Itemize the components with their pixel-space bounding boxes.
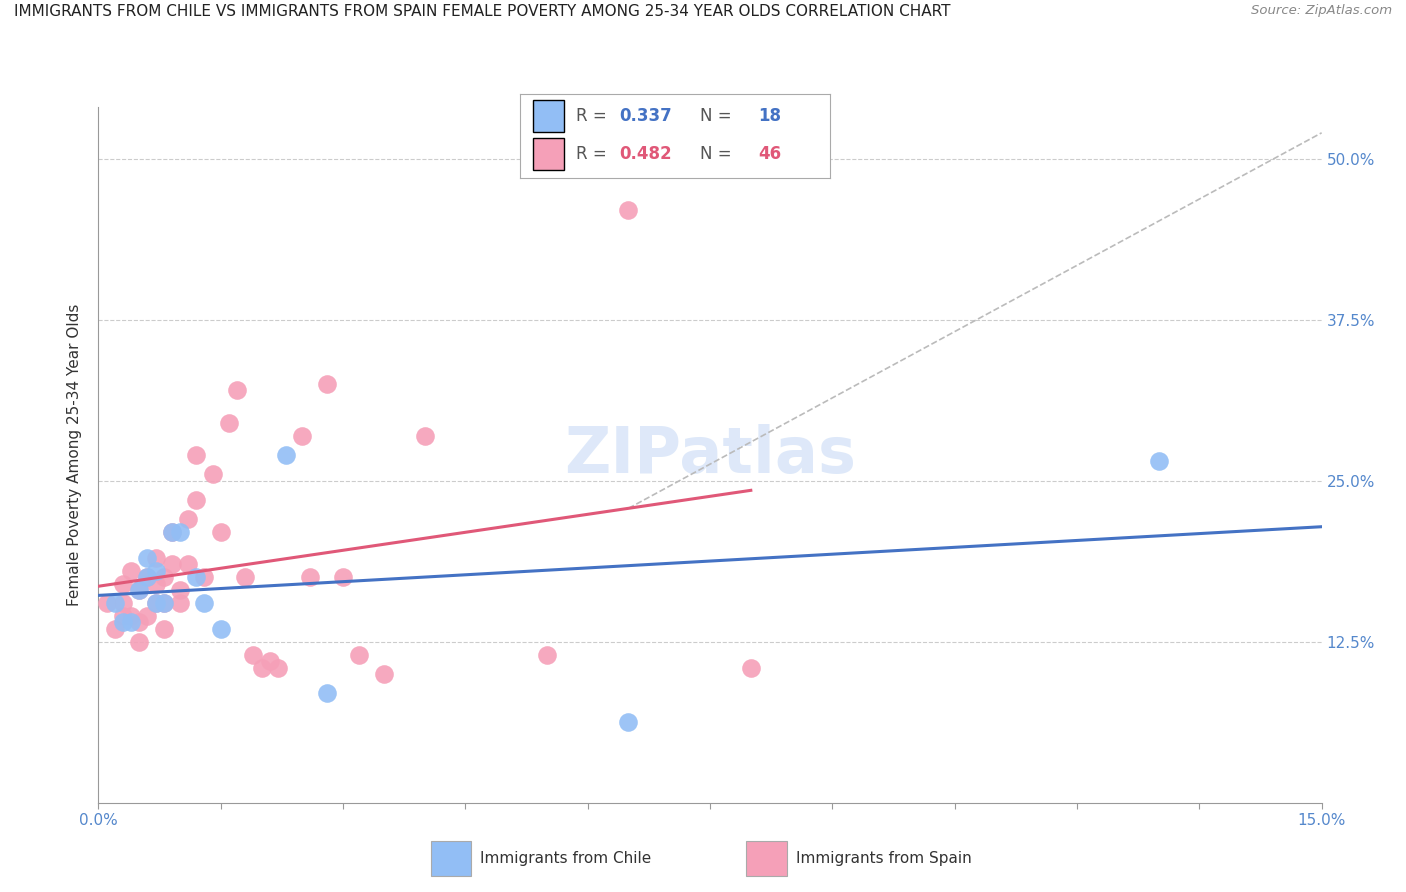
Point	[111, 615, 134, 630]
Point	[186, 493, 208, 508]
Point	[120, 615, 142, 630]
Point	[218, 416, 240, 430]
Text: R =: R =	[576, 107, 612, 125]
Point	[193, 570, 215, 584]
Point	[233, 570, 256, 584]
Point	[111, 609, 134, 624]
Text: 18: 18	[758, 107, 782, 125]
Point	[740, 660, 762, 674]
Point	[186, 448, 208, 462]
Point	[145, 596, 167, 610]
Point	[209, 525, 232, 540]
Point	[120, 564, 142, 578]
Point	[152, 596, 174, 610]
Text: 46: 46	[758, 145, 782, 163]
Point	[315, 686, 337, 700]
Text: N =: N =	[700, 145, 737, 163]
Point	[160, 525, 183, 540]
Point	[128, 634, 150, 648]
Point	[128, 583, 150, 598]
Point	[274, 448, 297, 462]
FancyBboxPatch shape	[430, 841, 471, 876]
Text: Immigrants from Chile: Immigrants from Chile	[481, 851, 651, 866]
Text: 0.482: 0.482	[619, 145, 672, 163]
FancyBboxPatch shape	[747, 841, 786, 876]
Y-axis label: Female Poverty Among 25-34 Year Olds: Female Poverty Among 25-34 Year Olds	[67, 304, 83, 606]
Text: R =: R =	[576, 145, 612, 163]
Point	[226, 384, 249, 398]
Point	[145, 596, 167, 610]
Point	[136, 551, 159, 566]
Point	[291, 428, 314, 442]
Point	[169, 596, 191, 610]
Point	[169, 583, 191, 598]
Text: N =: N =	[700, 107, 737, 125]
Point	[299, 570, 322, 584]
FancyBboxPatch shape	[533, 137, 564, 169]
Point	[259, 654, 281, 668]
Text: IMMIGRANTS FROM CHILE VS IMMIGRANTS FROM SPAIN FEMALE POVERTY AMONG 25-34 YEAR O: IMMIGRANTS FROM CHILE VS IMMIGRANTS FROM…	[14, 4, 950, 20]
Point	[413, 428, 436, 442]
Point	[315, 377, 337, 392]
Point	[1147, 454, 1170, 468]
Point	[267, 660, 290, 674]
Point	[145, 564, 167, 578]
Point	[136, 570, 159, 584]
Point	[145, 551, 167, 566]
Point	[111, 596, 134, 610]
Point	[177, 512, 200, 526]
Point	[617, 714, 640, 729]
Point	[160, 525, 183, 540]
Point	[201, 467, 224, 482]
Point	[152, 622, 174, 636]
Point	[120, 609, 142, 624]
Point	[536, 648, 558, 662]
Point	[242, 648, 264, 662]
Point	[349, 648, 371, 662]
FancyBboxPatch shape	[533, 100, 564, 132]
Text: 0.337: 0.337	[619, 107, 672, 125]
Point	[169, 525, 191, 540]
Point	[145, 576, 167, 591]
Point	[373, 667, 395, 681]
Point	[186, 570, 208, 584]
Point	[177, 558, 200, 572]
Point	[209, 622, 232, 636]
Point	[128, 583, 150, 598]
Point	[96, 596, 118, 610]
Text: Immigrants from Spain: Immigrants from Spain	[796, 851, 972, 866]
Point	[104, 596, 127, 610]
Point	[136, 609, 159, 624]
Point	[617, 203, 640, 218]
Point	[160, 558, 183, 572]
Point	[104, 622, 127, 636]
Point	[152, 596, 174, 610]
Point	[136, 570, 159, 584]
Point	[332, 570, 354, 584]
Point	[128, 615, 150, 630]
Text: ZIPatlas: ZIPatlas	[564, 424, 856, 486]
Point	[193, 596, 215, 610]
Text: Source: ZipAtlas.com: Source: ZipAtlas.com	[1251, 4, 1392, 18]
Point	[250, 660, 273, 674]
Point	[152, 570, 174, 584]
Point	[111, 576, 134, 591]
